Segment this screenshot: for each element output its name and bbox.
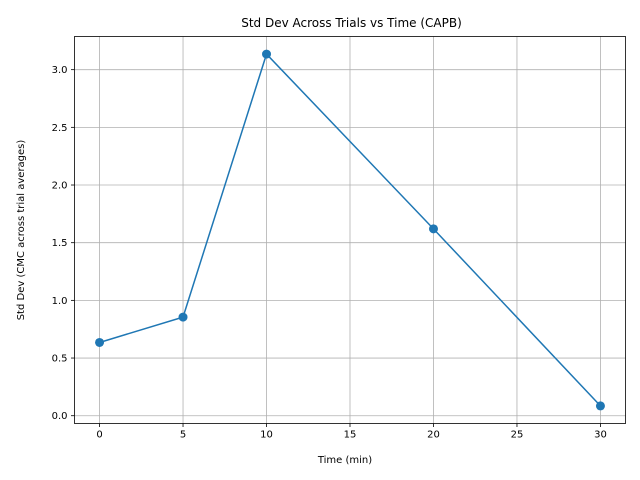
x-tick-label: 0 — [96, 430, 102, 441]
x-tick-label: 30 — [594, 430, 607, 441]
y-tick-label: 2.0 — [52, 181, 68, 192]
data-point — [95, 337, 105, 347]
data-point — [428, 224, 438, 234]
data-point — [178, 312, 188, 322]
y-tick-label: 2.5 — [52, 123, 68, 134]
plot-frame — [74, 36, 626, 424]
x-tick-label: 10 — [260, 430, 273, 441]
y-tick-label: 3.0 — [52, 65, 68, 76]
x-tick-label: 15 — [344, 430, 357, 441]
y-tick-label: 0.0 — [52, 411, 68, 422]
y-tick-label: 1.5 — [52, 238, 68, 249]
x-tick-label: 20 — [427, 430, 440, 441]
x-axis-label: Time (min) — [317, 455, 372, 466]
series-layer — [95, 49, 605, 411]
data-point — [262, 49, 272, 59]
y-tick-label: 0.5 — [52, 354, 68, 365]
y-tick-label: 1.0 — [52, 296, 68, 307]
data-point — [595, 401, 605, 411]
x-tick-label: 25 — [511, 430, 524, 441]
x-tick-label: 5 — [180, 430, 186, 441]
grid-lines — [74, 36, 626, 424]
chart-title: Std Dev Across Trials vs Time (CAPB) — [241, 16, 462, 30]
y-axis-label: Std Dev (CMC across trial averages) — [16, 140, 27, 321]
axis-ticks: 0 5 10 15 20 25 30 0.0 0.5 1.0 1.5 2.0 2.5 3.0 — [52, 65, 607, 440]
